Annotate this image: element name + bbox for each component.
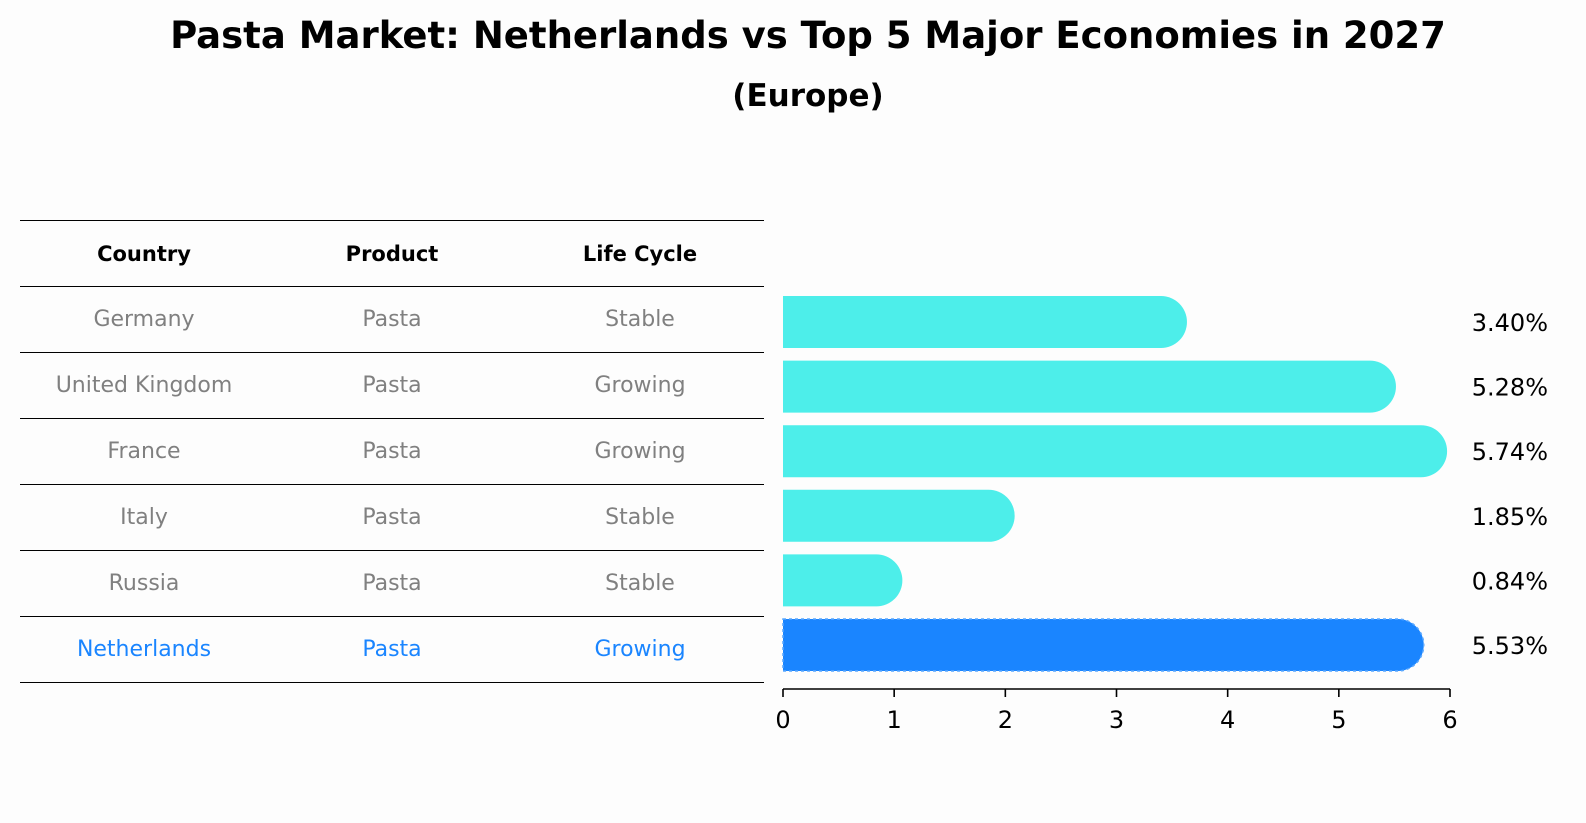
chart-title: Pasta Market: Netherlands vs Top 5 Major… xyxy=(170,14,1446,57)
product-cell: Pasta xyxy=(362,571,422,596)
life-cycle-cell: Stable xyxy=(605,505,675,530)
table-row: Italy Pasta Stable xyxy=(20,484,764,550)
table-row: Germany Pasta Stable xyxy=(20,286,764,352)
table-header-row: Country Product Life Cycle xyxy=(20,220,764,286)
header-country: Country xyxy=(97,241,191,266)
x-tick-label: 4 xyxy=(1220,706,1235,734)
x-tick-label: 6 xyxy=(1442,706,1457,734)
table-row-highlight: Netherlands Pasta Growing xyxy=(20,616,764,683)
x-tick-label: 5 xyxy=(1331,706,1346,734)
product-cell: Pasta xyxy=(362,637,422,662)
bar-highlight xyxy=(782,618,1425,672)
header-life-cycle: Life Cycle xyxy=(582,241,698,266)
bar-value-label: 5.28% xyxy=(1472,374,1548,402)
country-cell: Germany xyxy=(93,307,195,332)
table-row: Russia Pasta Stable xyxy=(20,550,764,616)
country-cell: Italy xyxy=(120,505,168,530)
x-tick-label: 3 xyxy=(1109,706,1124,734)
life-cycle-cell: Growing xyxy=(594,439,686,464)
product-cell: Pasta xyxy=(362,505,422,530)
bar-value-label: 5.53% xyxy=(1472,632,1548,660)
life-cycle-cell: Growing xyxy=(594,637,686,662)
header-product: Product xyxy=(345,241,439,266)
bar xyxy=(783,360,1396,413)
x-tick-label: 0 xyxy=(775,706,790,734)
country-cell: United Kingdom xyxy=(55,373,233,398)
bar xyxy=(783,425,1448,478)
chart-subtitle: (Europe) xyxy=(732,78,884,114)
country-cell: Netherlands xyxy=(76,637,212,662)
country-cell: France xyxy=(107,439,181,464)
bar-value-label: 1.85% xyxy=(1472,503,1548,531)
product-cell: Pasta xyxy=(362,373,422,398)
table-row: France Pasta Growing xyxy=(20,418,764,484)
life-cycle-cell: Stable xyxy=(605,571,675,596)
life-cycle-cell: Growing xyxy=(594,373,686,398)
bar-value-label: 3.40% xyxy=(1472,309,1548,337)
product-cell: Pasta xyxy=(362,439,422,464)
country-cell: Russia xyxy=(108,571,180,596)
x-tick-label: 2 xyxy=(998,706,1013,734)
bar-value-label: 0.84% xyxy=(1472,567,1548,595)
bar xyxy=(783,489,1015,542)
bar xyxy=(783,296,1187,348)
bar xyxy=(783,554,903,607)
bar-value-label: 5.74% xyxy=(1472,438,1548,466)
life-cycle-cell: Stable xyxy=(605,307,675,332)
market-table: Country Product Life Cycle Germany Pasta… xyxy=(20,220,764,683)
product-cell: Pasta xyxy=(362,307,422,332)
table-row: United Kingdom Pasta Growing xyxy=(20,352,764,418)
x-tick-label: 1 xyxy=(887,706,902,734)
